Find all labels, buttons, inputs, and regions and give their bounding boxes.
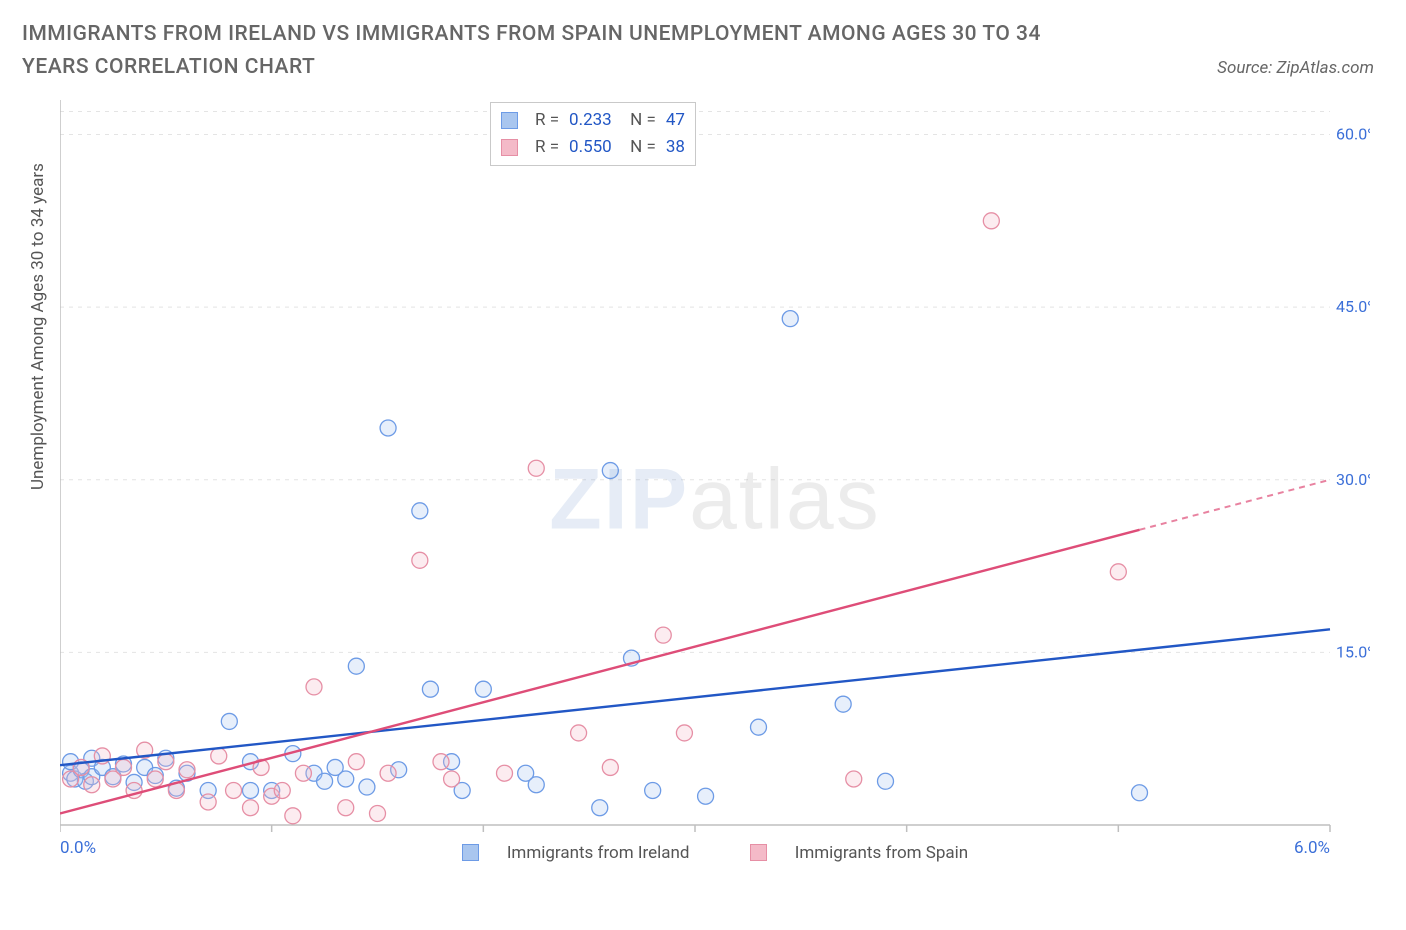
legend-item-ireland: Immigrants from Ireland [448,843,704,863]
swatch-spain-icon [750,844,767,861]
r-label: R = [535,107,559,134]
swatch-ireland-icon [462,844,479,861]
legend-label-spain: Immigrants from Spain [795,843,968,863]
stats-legend-box: R = 0.233 N = 47 R = 0.550 N = 38 [490,102,696,166]
stats-row-ireland: R = 0.233 N = 47 [501,107,685,134]
swatch-spain-icon [501,139,518,156]
svg-text:45.0%: 45.0% [1336,297,1370,316]
r-value-spain: 0.550 [569,134,612,161]
y-axis-label: Unemployment Among Ages 30 to 34 years [28,163,48,490]
n-label: N = [622,134,656,161]
n-value-spain: 38 [666,134,685,161]
n-label: N = [622,107,656,134]
swatch-ireland-icon [501,112,518,129]
scatter-chart: 0.0%6.0%15.0%30.0%45.0%60.0% [60,100,1370,870]
source-attribution: Source: ZipAtlas.com [1217,58,1374,78]
legend-bottom: Immigrants from Ireland Immigrants from … [60,843,1370,867]
n-value-ireland: 47 [666,107,685,134]
svg-text:60.0%: 60.0% [1336,125,1370,144]
r-value-ireland: 0.233 [569,107,612,134]
stats-row-spain: R = 0.550 N = 38 [501,134,685,161]
chart-title: IMMIGRANTS FROM IRELAND VS IMMIGRANTS FR… [22,18,1102,83]
legend-label-ireland: Immigrants from Ireland [507,843,690,863]
svg-text:15.0%: 15.0% [1336,642,1370,661]
svg-text:30.0%: 30.0% [1336,470,1370,489]
r-label: R = [535,134,559,161]
legend-item-spain: Immigrants from Spain [736,843,982,863]
plot-area: ZIPatlas 0.0%6.0%15.0%30.0%45.0%60.0% R … [60,100,1370,870]
